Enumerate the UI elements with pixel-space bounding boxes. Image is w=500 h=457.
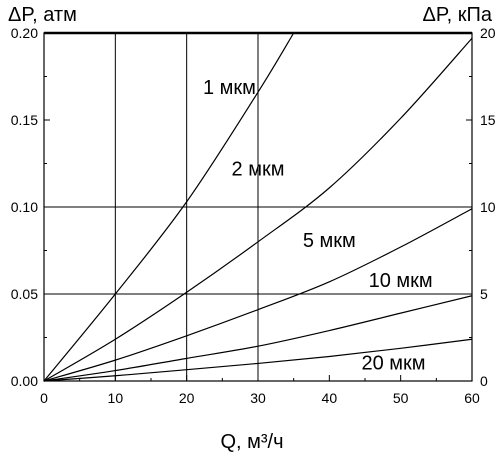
x-tick-label: 60 <box>464 390 480 406</box>
x-tick-label: 20 <box>179 390 195 406</box>
x-tick-label: 30 <box>250 390 266 406</box>
y-left-tick-label: 0.00 <box>11 373 38 389</box>
y-right-tick-label: 10 <box>480 199 496 215</box>
x-tick-label: 0 <box>40 390 48 406</box>
y-left-tick-label: 0.20 <box>11 25 38 41</box>
series-label: 2 мкм <box>232 159 285 181</box>
y-left-tick-label: 0.15 <box>11 112 38 128</box>
series-label: 1 мкм <box>203 77 256 99</box>
y-right-tick-label: 0 <box>480 373 488 389</box>
x-tick-label: 50 <box>393 390 409 406</box>
y-right-tick-label: 15 <box>480 112 496 128</box>
x-tick-label: 10 <box>108 390 124 406</box>
series-labels: 1 мкм 2 мкм 5 мкм 10 мкм 20 мкм <box>203 77 433 375</box>
tick-labels: 0 10 20 30 40 50 60 0.00 0.05 0.10 0.15 0.20 0 5 10 15 2… <box>11 25 496 406</box>
y-left-tick-label: 0.05 <box>11 286 38 302</box>
y-left-tick-label: 0.10 <box>11 199 38 215</box>
series-label: 10 мкм <box>369 270 433 292</box>
y-right-tick-label: 20 <box>480 25 496 41</box>
x-tick-label: 40 <box>322 390 338 406</box>
series-line <box>43 208 473 382</box>
y-axis-right-title: ΔP, кПа <box>423 4 493 26</box>
y-right-tick-label: 5 <box>480 286 488 302</box>
x-axis-title: Q, м³/ч <box>220 431 283 453</box>
grid-lines <box>44 31 472 381</box>
series-line <box>43 338 473 382</box>
axis-ticks <box>43 32 473 382</box>
series-label: 20 мкм <box>362 353 426 375</box>
series-line <box>43 295 473 382</box>
series-line <box>43 37 473 382</box>
series-line <box>43 32 295 382</box>
series-label: 5 мкм <box>303 230 356 252</box>
y-axis-left-title: ΔP, атм <box>8 4 77 26</box>
series-lines <box>43 32 473 382</box>
